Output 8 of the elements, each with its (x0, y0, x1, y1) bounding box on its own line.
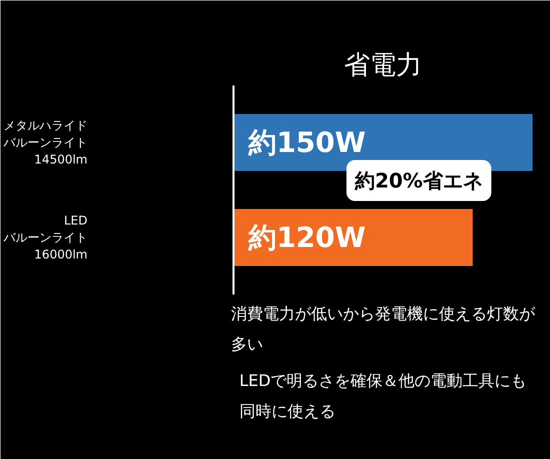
data-label: 約120W (247, 221, 366, 254)
y-tick-label: メタルハライドバルーンライト14500lm (2, 118, 88, 166)
text: LEDで明るさを確保＆他の電動工具にも同時に使える (239, 371, 527, 420)
text: 消費電力が低いから発電機に使える灯数が多い (231, 304, 536, 354)
data-label: 約150W (247, 126, 366, 159)
chart-title: 省電力 (344, 50, 422, 80)
annotation: 約20%省エネ (354, 168, 483, 192)
y-tick-label: LEDバルーンライト16000lm (2, 214, 88, 262)
